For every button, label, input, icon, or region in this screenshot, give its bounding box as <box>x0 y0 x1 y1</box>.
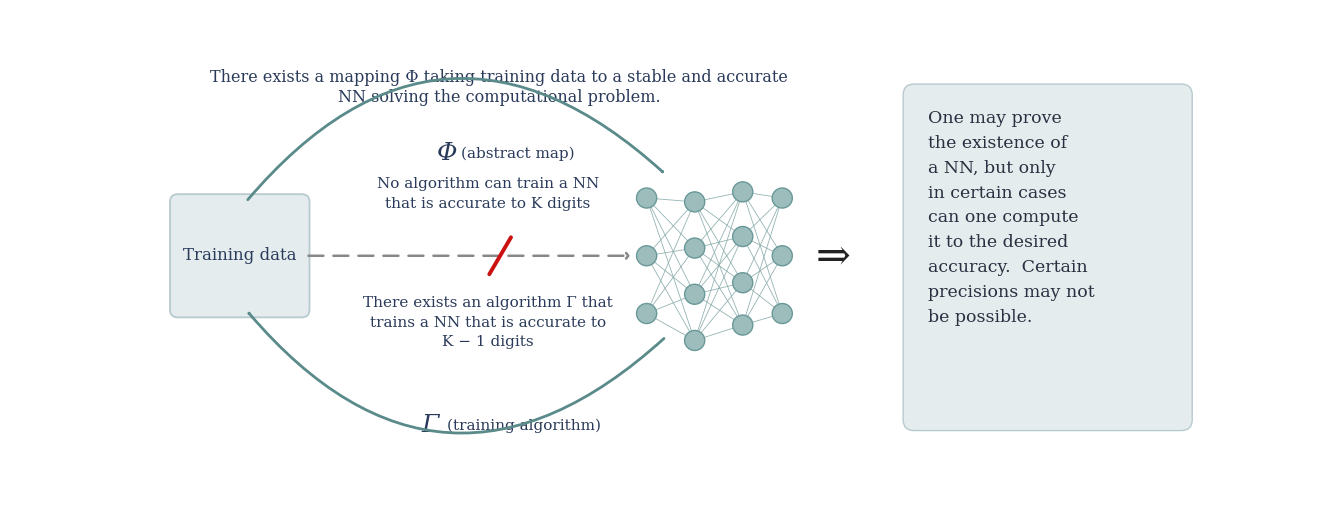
Text: There exists an algorithm Γ that
trains a NN that is accurate to
K − 1 digits: There exists an algorithm Γ that trains … <box>363 296 613 350</box>
FancyArrowPatch shape <box>249 313 664 433</box>
Circle shape <box>732 315 752 335</box>
Text: Φ: Φ <box>437 142 459 165</box>
FancyBboxPatch shape <box>904 84 1192 431</box>
Text: There exists a mapping Φ taking training data to a stable and accurate: There exists a mapping Φ taking training… <box>210 69 788 86</box>
Circle shape <box>772 303 792 324</box>
FancyArrowPatch shape <box>247 78 663 200</box>
Circle shape <box>684 284 704 304</box>
Circle shape <box>732 182 752 202</box>
Circle shape <box>684 331 704 351</box>
Text: (abstract map): (abstract map) <box>461 147 574 162</box>
Circle shape <box>732 227 752 246</box>
Circle shape <box>684 192 704 212</box>
Circle shape <box>637 188 657 208</box>
Text: Γ: Γ <box>421 414 440 437</box>
Circle shape <box>772 188 792 208</box>
Circle shape <box>732 273 752 293</box>
Circle shape <box>637 303 657 324</box>
Text: (training algorithm): (training algorithm) <box>447 419 601 433</box>
Circle shape <box>772 246 792 266</box>
Text: One may prove
the existence of
a NN, but only
in certain cases
can one compute
i: One may prove the existence of a NN, but… <box>928 110 1095 326</box>
FancyBboxPatch shape <box>170 194 310 318</box>
Text: ⇒: ⇒ <box>815 236 851 277</box>
Circle shape <box>684 238 704 258</box>
Text: Training data: Training data <box>183 247 296 264</box>
Text: No algorithm can train a NN
that is accurate to K digits: No algorithm can train a NN that is accu… <box>376 177 599 211</box>
Text: NN solving the computational problem.: NN solving the computational problem. <box>338 89 661 106</box>
Circle shape <box>637 246 657 266</box>
